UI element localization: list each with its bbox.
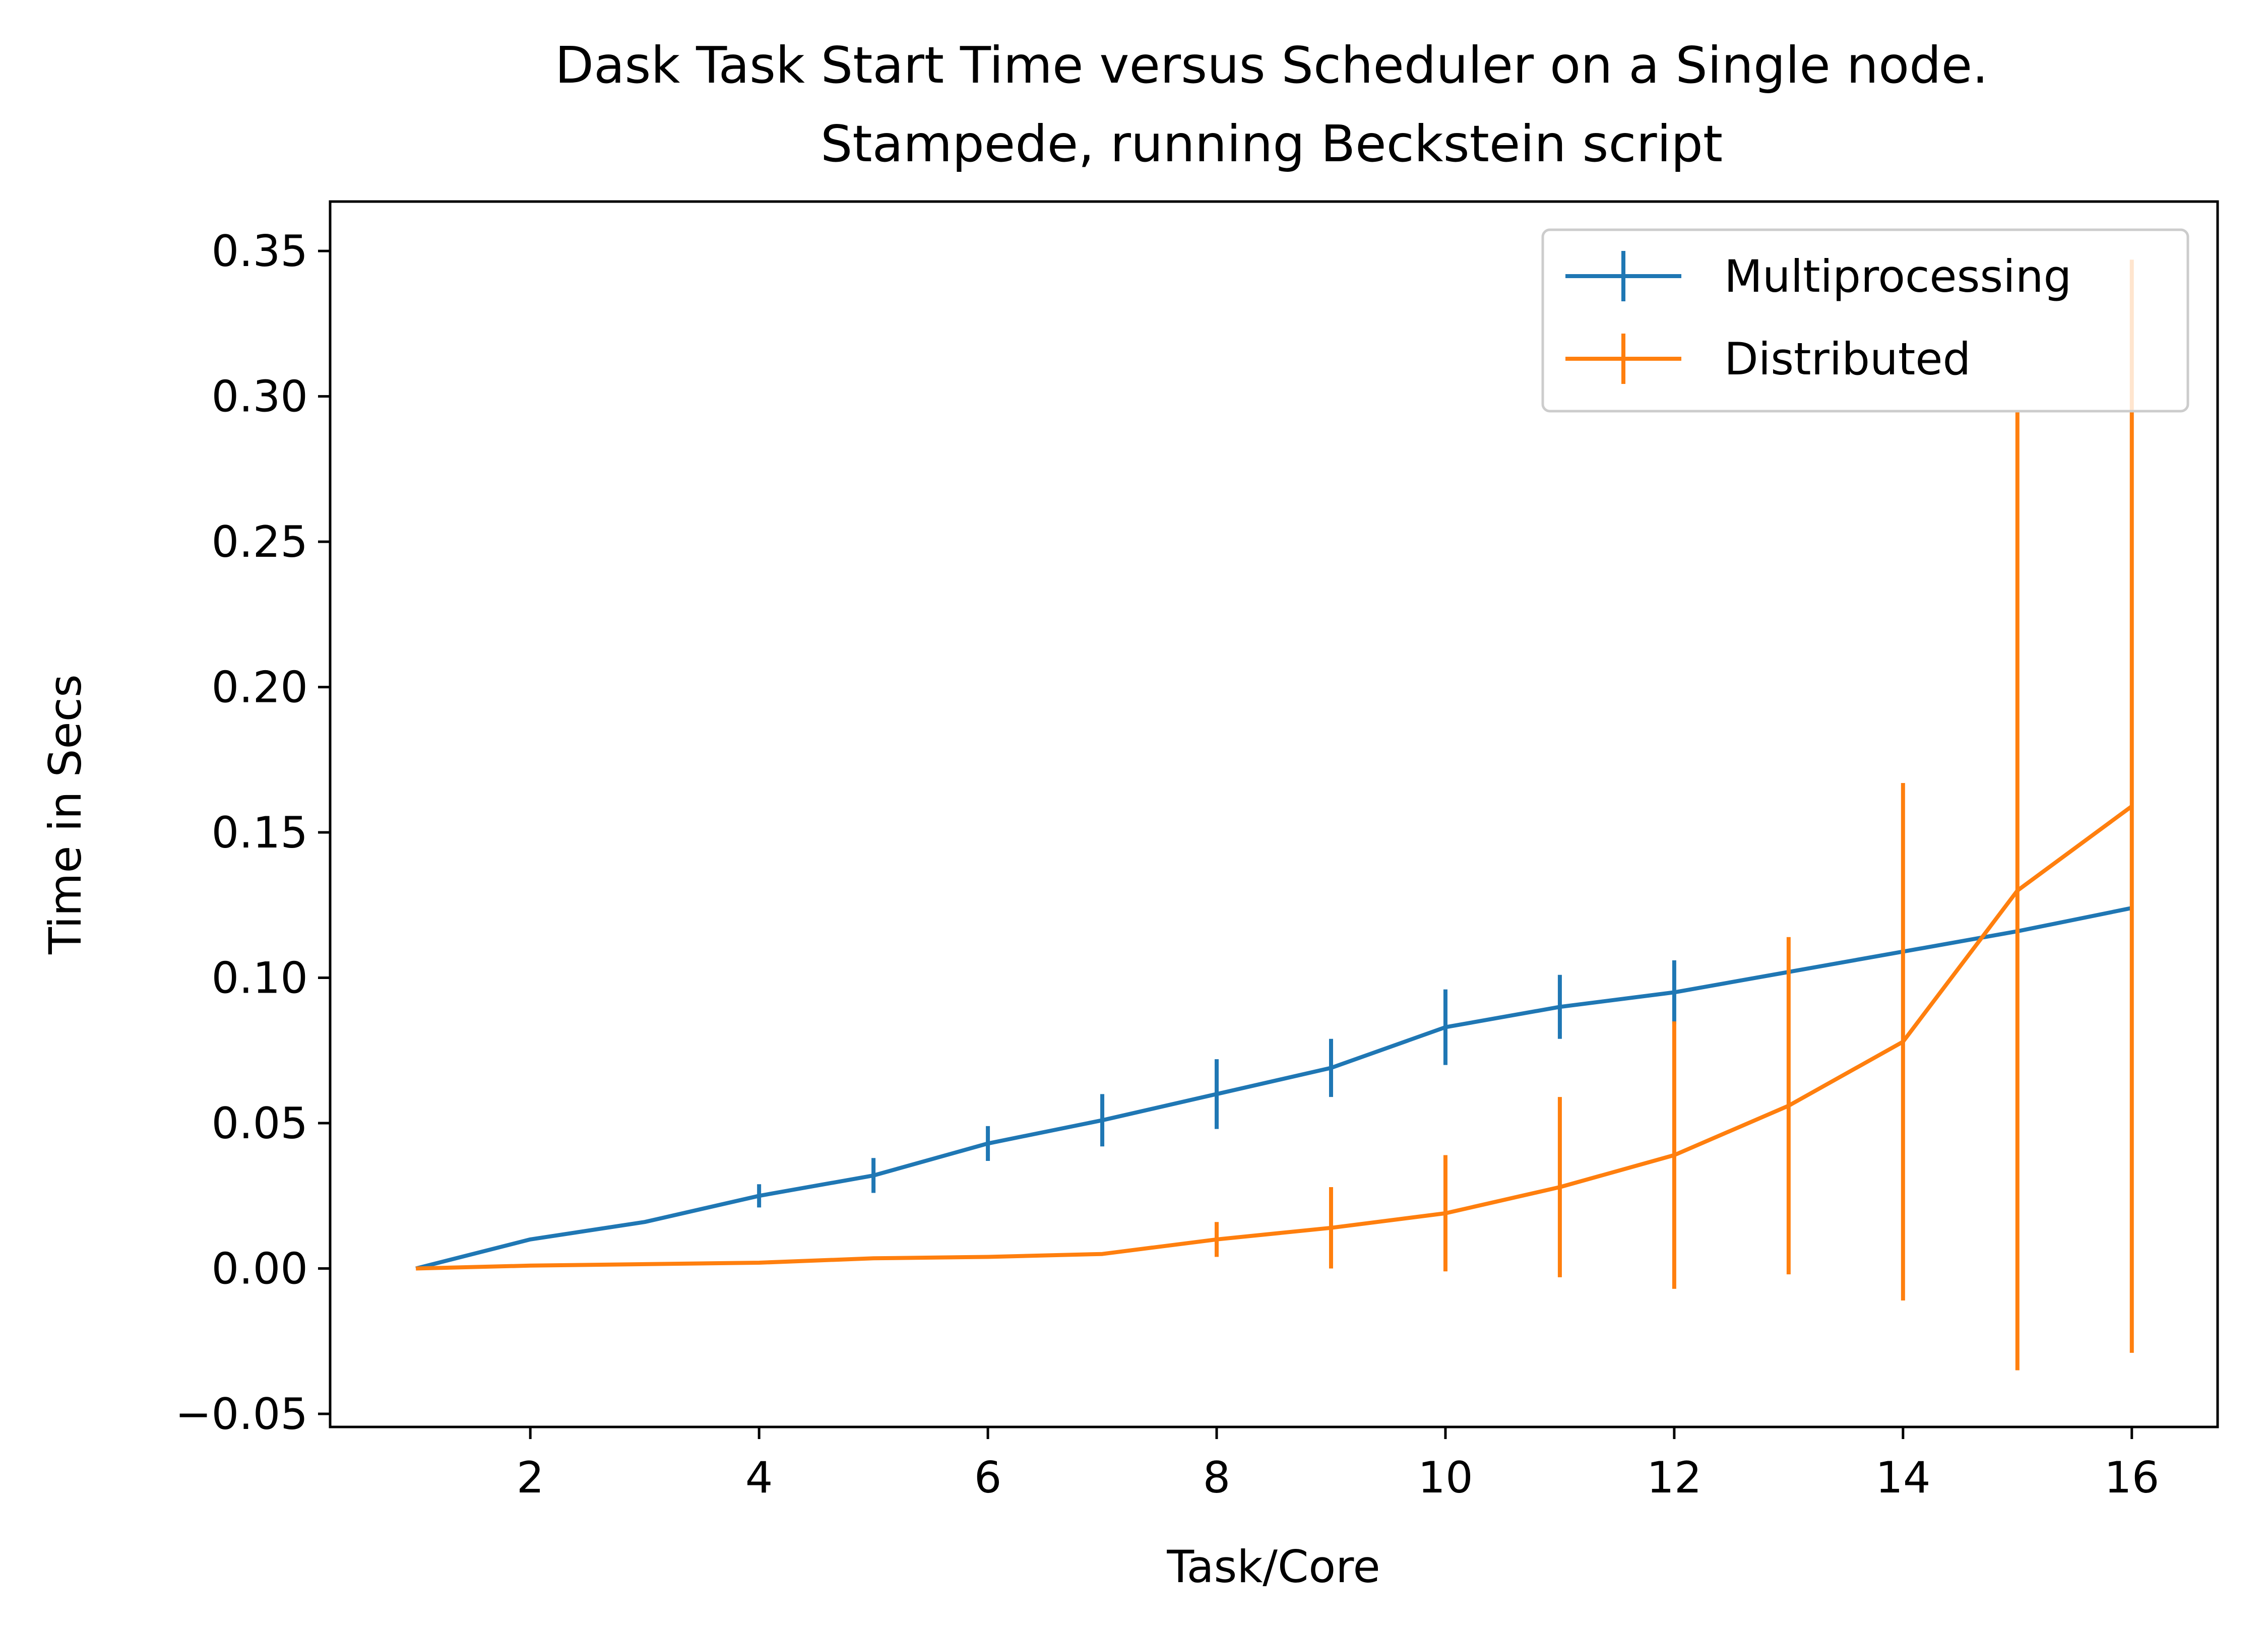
chart-title: Dask Task Start Time versus Scheduler on… [555, 36, 1988, 95]
distributed-series-line [416, 804, 2133, 1271]
x-tick-label: 10 [1418, 1453, 1473, 1503]
x-tick-label: 2 [517, 1453, 544, 1503]
y-tick-label: 0.30 [212, 372, 308, 422]
series-layer [415, 259, 2134, 1371]
x-tick-label: 4 [745, 1453, 773, 1503]
legend: Multiprocessing Distributed [1541, 228, 2189, 413]
x-axis-label: Task/Core [1166, 1541, 1380, 1593]
y-tick-label: −0.05 [175, 1389, 308, 1440]
y-axis-label: Time in Secs [39, 674, 91, 955]
multiprocessing-series-line [415, 906, 2132, 1271]
distributed-legend-label: Distributed [1724, 333, 1971, 385]
y-tick-label: 0.00 [212, 1244, 308, 1294]
x-tick-label: 8 [1203, 1453, 1231, 1503]
multiprocessing-legend-label: Multiprocessing [1724, 250, 2071, 302]
plot-frame [329, 200, 2219, 1428]
x-tick-label: 14 [1875, 1453, 1930, 1503]
y-tick-label: 0.20 [212, 663, 308, 713]
x-axis: 2 4 6 8 10 12 14 16 [517, 1427, 2159, 1503]
legend-box [1541, 228, 2189, 413]
y-tick-label: 0.05 [212, 1098, 308, 1149]
y-tick-label: 0.15 [212, 808, 308, 858]
chart-subtitle: Stampede, running Beckstein script [821, 114, 1723, 173]
y-tick-label: 0.35 [212, 226, 308, 277]
y-tick-label: 0.10 [212, 953, 308, 1004]
y-axis: −0.05 0.00 0.05 0.10 0.15 0.20 0.25 0.30 0.35 [175, 226, 330, 1440]
x-tick-label: 12 [1647, 1453, 1702, 1503]
x-tick-label: 16 [2104, 1453, 2159, 1503]
y-tick-label: 0.25 [212, 517, 308, 567]
x-tick-label: 6 [974, 1453, 1002, 1503]
